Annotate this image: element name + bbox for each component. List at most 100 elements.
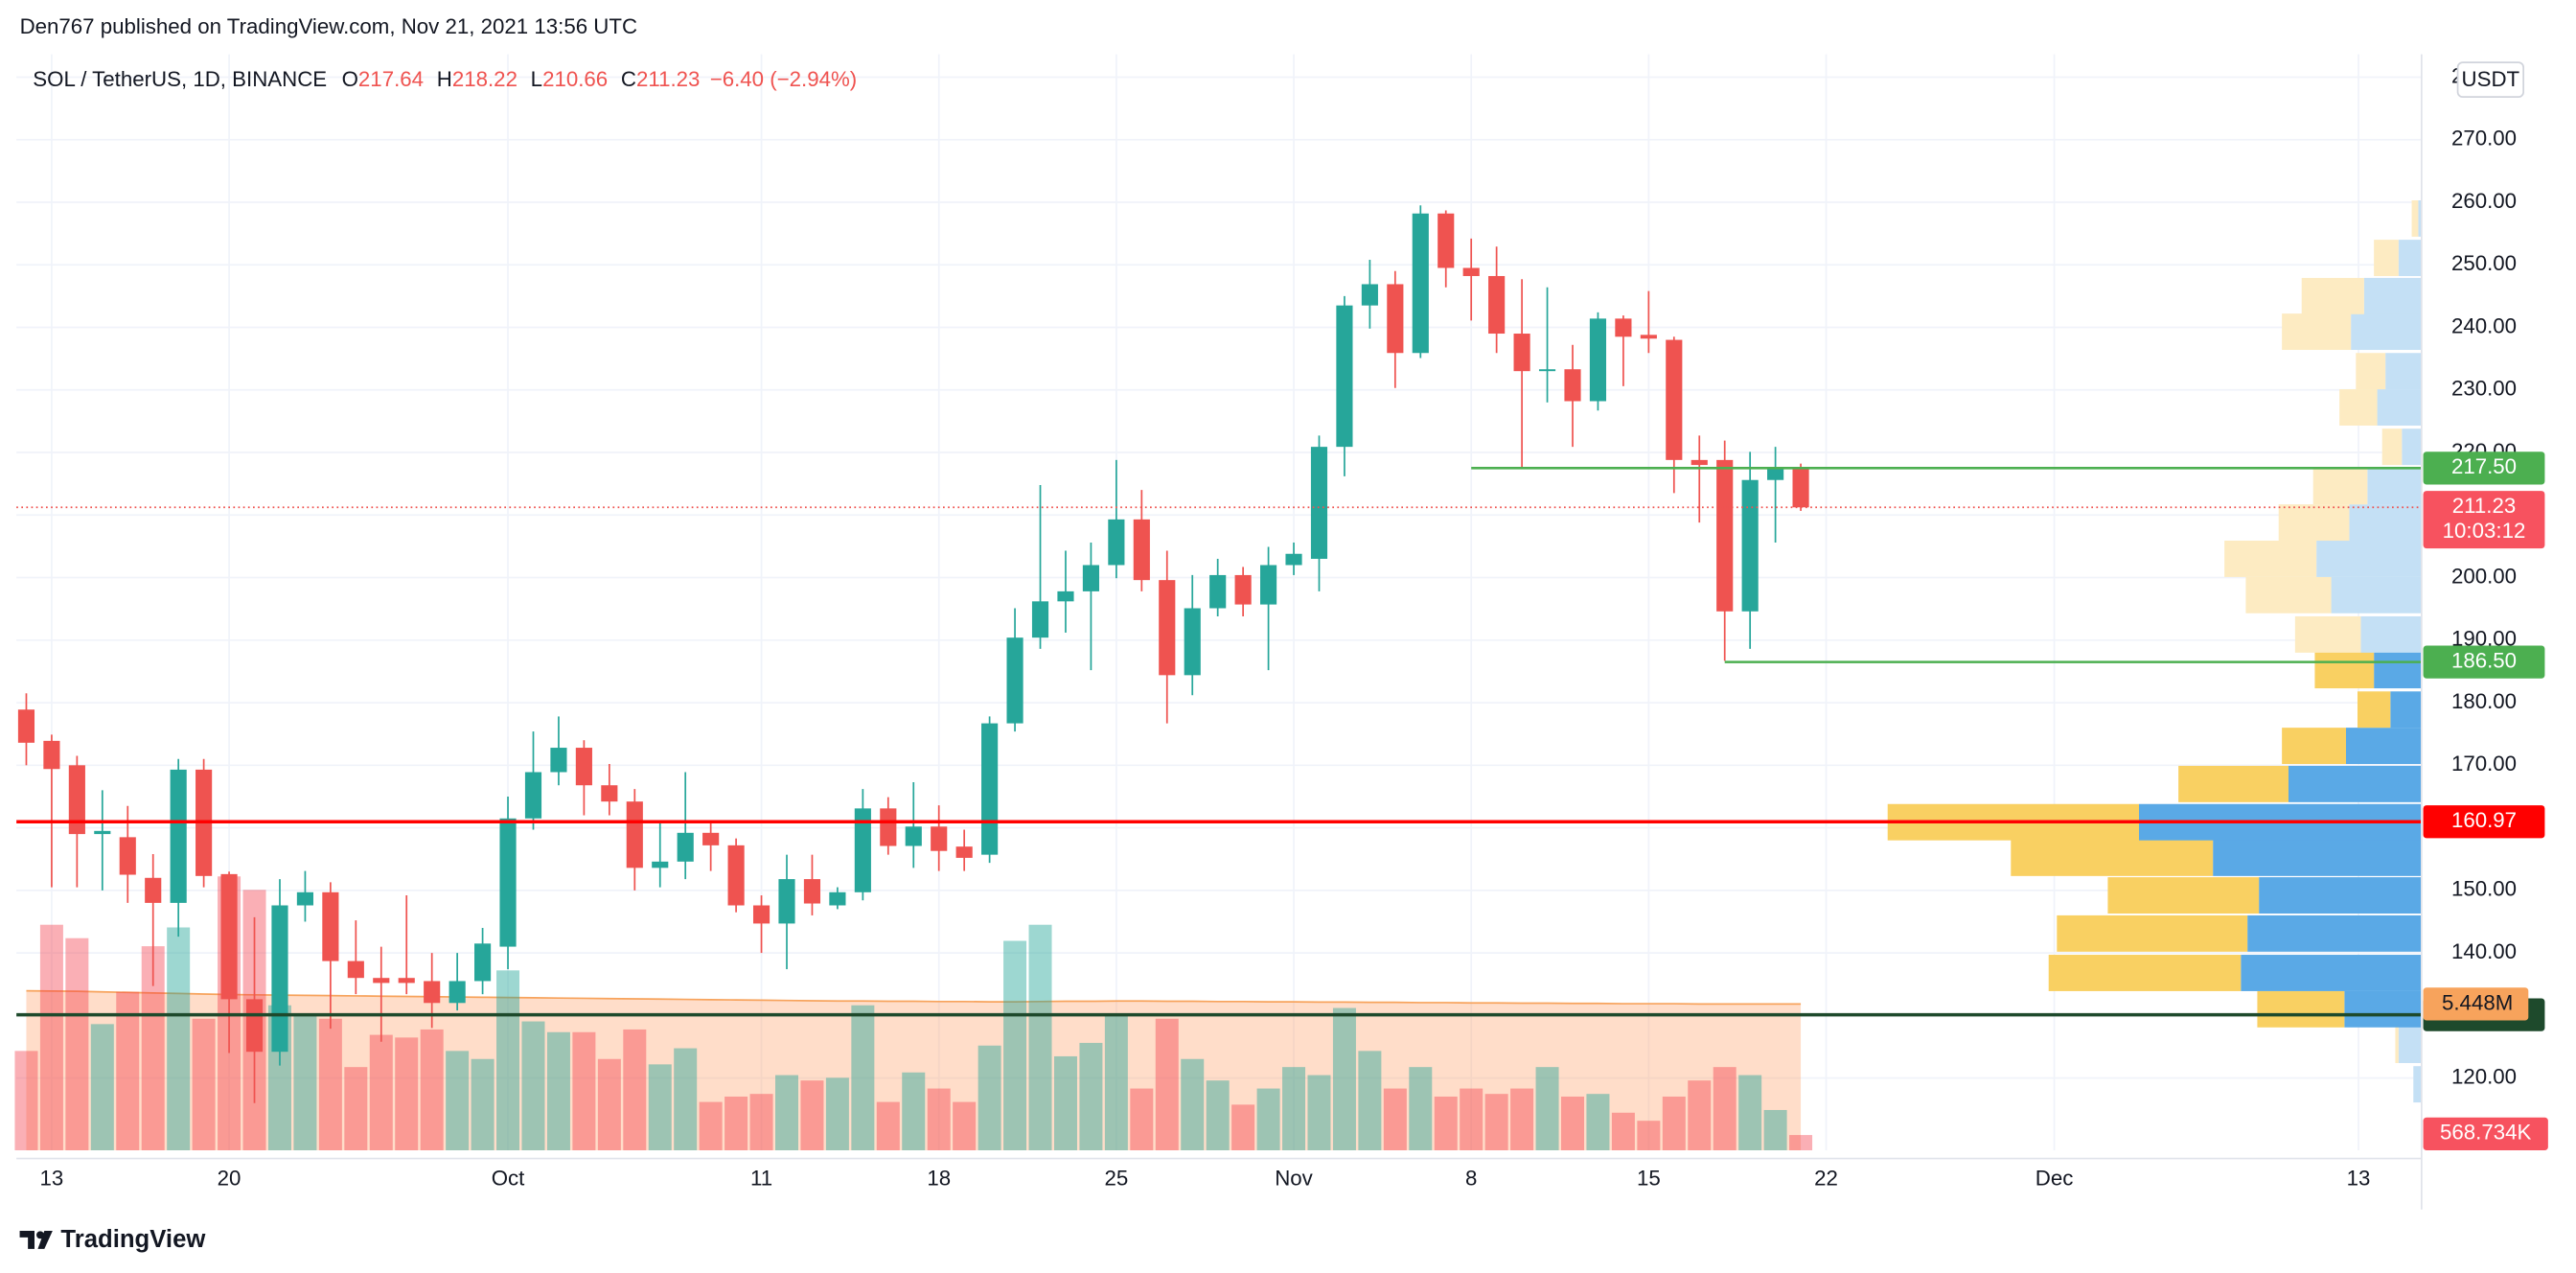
volume-bar xyxy=(978,1045,1001,1150)
volume-bar xyxy=(1104,1015,1128,1150)
volume-bar xyxy=(597,1058,621,1150)
profile-up xyxy=(2346,728,2422,765)
candle-body xyxy=(1716,459,1734,612)
x-tick-label: Dec xyxy=(2036,1167,2074,1191)
candle-body xyxy=(803,879,821,904)
volume-bar xyxy=(39,924,63,1150)
candle-body xyxy=(1184,608,1201,676)
candle-body xyxy=(1310,447,1328,559)
volume-bar xyxy=(902,1072,926,1150)
y-tick-label: 170.00 xyxy=(2451,752,2517,775)
y-tick-label: 230.00 xyxy=(2451,377,2517,401)
profile-down xyxy=(2224,541,2317,577)
candle-body xyxy=(145,877,162,903)
close-value: 211.23 xyxy=(636,67,700,91)
level-label: 186.50 xyxy=(2451,649,2517,673)
candle-body xyxy=(778,879,795,924)
current-price-badge xyxy=(2423,491,2545,549)
volume-bar xyxy=(572,1031,596,1150)
candle-body xyxy=(1615,318,1632,337)
current-price-label: 211.23 xyxy=(2452,494,2516,518)
volume-bar xyxy=(116,991,140,1150)
candle-body xyxy=(1741,479,1759,612)
volume-bar xyxy=(1611,1112,1635,1150)
profile-down xyxy=(2314,652,2375,689)
profile-down xyxy=(2048,955,2242,991)
candle-body xyxy=(94,830,111,835)
volume-ma-area xyxy=(26,990,1802,1150)
volume-bar xyxy=(1155,1018,1179,1150)
candle-body xyxy=(677,832,694,862)
profile-down xyxy=(2358,691,2391,729)
candle-body xyxy=(220,873,238,1000)
x-tick-label: 25 xyxy=(1104,1167,1128,1191)
candle-body xyxy=(1108,519,1125,566)
candle-body xyxy=(1133,519,1150,581)
candle-body xyxy=(702,832,720,845)
ohlc-label: O xyxy=(342,67,358,91)
volume-bar xyxy=(496,970,520,1150)
candle-body xyxy=(1260,565,1277,605)
volume-bar xyxy=(1763,1109,1787,1150)
candle-body xyxy=(524,772,542,819)
candle-body xyxy=(829,891,846,906)
volume-bar xyxy=(293,1015,317,1150)
x-tick-label: 20 xyxy=(218,1167,242,1191)
candle-body xyxy=(727,845,745,906)
published-line: Den767 published on TradingView.com, Nov… xyxy=(20,14,637,38)
volume-bar xyxy=(1586,1094,1610,1150)
volume-bar xyxy=(1789,1135,1813,1150)
brand: TradingView xyxy=(60,1226,206,1253)
candle-body xyxy=(43,740,60,770)
candle-body xyxy=(1234,574,1252,605)
volume-bar xyxy=(471,1058,494,1150)
candle-body xyxy=(1564,369,1581,402)
volume-bar xyxy=(1028,924,1052,1150)
profile-down xyxy=(2339,389,2378,426)
level-label: 160.97 xyxy=(2451,808,2517,832)
profile-up xyxy=(2259,877,2422,914)
x-tick-label: 18 xyxy=(927,1167,951,1191)
candle-body xyxy=(905,826,922,846)
volume-badge xyxy=(2423,1117,2548,1150)
candle-body xyxy=(626,801,643,868)
candle-body xyxy=(981,723,999,855)
candle-body xyxy=(347,961,364,979)
volume-bar xyxy=(1484,1094,1508,1150)
profile-up xyxy=(2241,955,2422,991)
plot-layer: 1320Oct111825Nov81522Dec13120.00130.0014… xyxy=(14,0,2576,1216)
y-tick-label: 140.00 xyxy=(2451,939,2517,963)
volume-bar xyxy=(1637,1121,1661,1150)
volume-bar xyxy=(800,1080,824,1150)
profile-down xyxy=(2411,199,2419,237)
profile-up xyxy=(2413,1066,2422,1103)
y-tick-label: 120.00 xyxy=(2451,1065,2517,1089)
candle-body xyxy=(17,709,35,743)
x-tick-label: 11 xyxy=(750,1167,772,1191)
profile-down xyxy=(2057,914,2248,952)
volume-bar xyxy=(876,1101,900,1150)
volume-bar xyxy=(1434,1096,1458,1150)
logo-part xyxy=(36,1231,44,1239)
candle-body xyxy=(119,837,136,875)
profile-down xyxy=(2395,1027,2399,1063)
brand-logo xyxy=(19,1230,53,1249)
volume-bar xyxy=(521,1021,545,1150)
candle-body xyxy=(955,846,973,858)
profile-down xyxy=(2282,728,2346,765)
volume-bar xyxy=(1662,1096,1686,1150)
level-badge xyxy=(2423,645,2545,679)
x-tick-label: 8 xyxy=(1465,1167,1477,1191)
volume-bar xyxy=(953,1101,977,1150)
profile-up xyxy=(2402,428,2422,466)
candle-body xyxy=(1209,574,1227,609)
candle-body xyxy=(1488,275,1506,335)
candle-body xyxy=(1666,339,1683,460)
volume-bar xyxy=(674,1048,698,1150)
candle-body xyxy=(1285,553,1302,566)
profile-down xyxy=(2257,990,2345,1028)
volume-bar xyxy=(851,1005,875,1150)
profile-down xyxy=(2278,504,2350,542)
x-tick-label: 15 xyxy=(1637,1167,1661,1191)
level-label: 217.50 xyxy=(2451,454,2517,478)
